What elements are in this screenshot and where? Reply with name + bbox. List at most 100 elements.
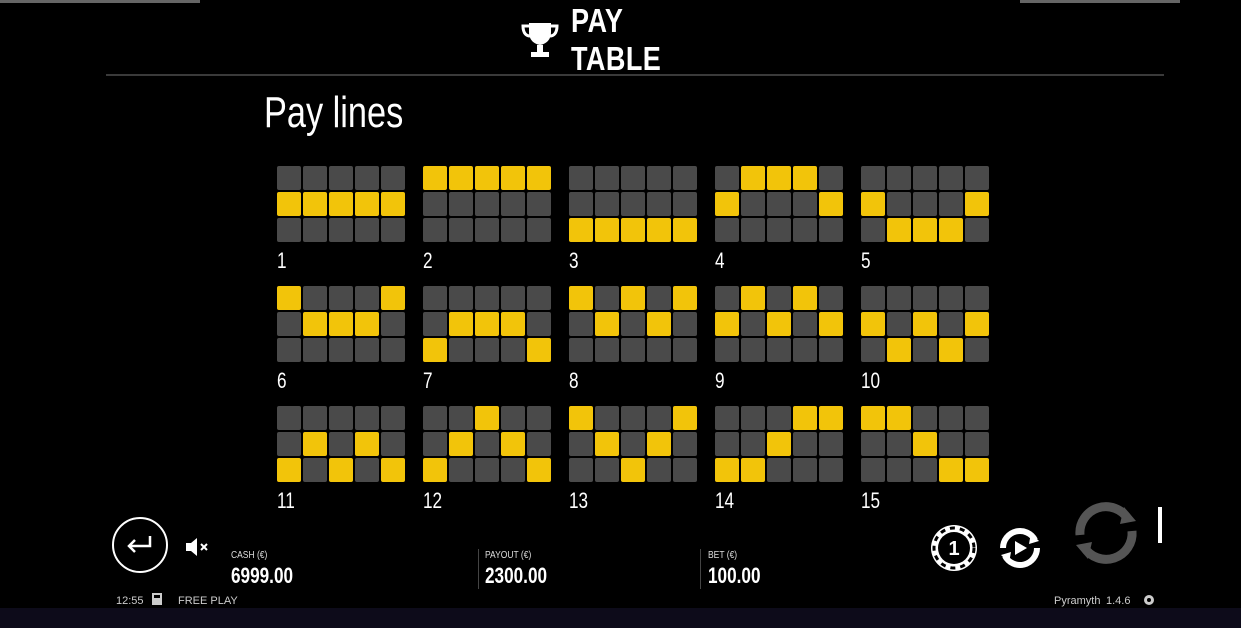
active-cell — [793, 406, 817, 430]
active-cell — [595, 218, 619, 242]
mute-icon[interactable] — [184, 536, 210, 558]
trophy-icon — [520, 23, 559, 57]
inactive-cell — [475, 338, 499, 362]
payline-pattern — [861, 406, 991, 482]
payline-5: 5 — [861, 166, 991, 274]
header-divider — [106, 74, 1164, 76]
inactive-cell — [621, 406, 645, 430]
active-cell — [939, 458, 963, 482]
inactive-cell — [819, 218, 843, 242]
active-cell — [861, 192, 885, 216]
inactive-cell — [595, 286, 619, 310]
payline-pattern — [715, 406, 845, 482]
inactive-cell — [965, 166, 989, 190]
section-title: Pay lines — [264, 88, 404, 137]
payline-number: 15 — [861, 488, 881, 513]
active-cell — [621, 286, 645, 310]
inactive-cell — [277, 338, 301, 362]
inactive-cell — [715, 218, 739, 242]
inactive-cell — [303, 286, 327, 310]
inactive-cell — [861, 458, 885, 482]
inactive-cell — [673, 166, 697, 190]
bet-display: BET (€) 100.00 — [708, 550, 775, 589]
active-cell — [501, 166, 525, 190]
active-cell — [475, 312, 499, 336]
active-cell — [569, 218, 593, 242]
active-cell — [673, 406, 697, 430]
inactive-cell — [793, 338, 817, 362]
active-cell — [527, 166, 551, 190]
payline-number: 4 — [715, 248, 725, 273]
payline-pattern — [569, 166, 699, 242]
active-cell — [329, 192, 353, 216]
inactive-cell — [647, 166, 671, 190]
active-cell — [715, 312, 739, 336]
status-separator — [478, 549, 479, 589]
inactive-cell — [673, 338, 697, 362]
inactive-cell — [277, 218, 301, 242]
active-cell — [527, 338, 551, 362]
payline-number: 12 — [423, 488, 443, 513]
active-cell — [673, 286, 697, 310]
payline-number: 7 — [423, 368, 433, 393]
inactive-cell — [475, 286, 499, 310]
active-cell — [887, 218, 911, 242]
autoplay-icon[interactable] — [995, 523, 1045, 573]
active-cell — [887, 338, 911, 362]
inactive-cell — [381, 312, 405, 336]
active-cell — [595, 432, 619, 456]
payline-number: 2 — [423, 248, 433, 273]
payline-pattern — [569, 406, 699, 482]
inactive-cell — [647, 406, 671, 430]
active-cell — [741, 286, 765, 310]
payline-12: 12 — [423, 406, 553, 514]
payline-8: 8 — [569, 286, 699, 394]
inactive-cell — [423, 406, 447, 430]
inactive-cell — [501, 218, 525, 242]
inactive-cell — [861, 218, 885, 242]
payline-10: 10 — [861, 286, 991, 394]
inactive-cell — [887, 432, 911, 456]
inactive-cell — [715, 286, 739, 310]
inactive-cell — [793, 432, 817, 456]
active-cell — [741, 458, 765, 482]
inactive-cell — [595, 406, 619, 430]
inactive-cell — [355, 458, 379, 482]
cash-value: 6999.00 — [231, 563, 294, 588]
back-button[interactable] — [112, 517, 168, 573]
active-cell — [819, 192, 843, 216]
payline-pattern — [861, 286, 991, 362]
inactive-cell — [887, 192, 911, 216]
payline-pattern — [277, 406, 407, 482]
inactive-cell — [621, 338, 645, 362]
page-title: PAY TABLE — [570, 2, 661, 77]
spin-icon[interactable] — [1070, 497, 1142, 569]
payline-15: 15 — [861, 406, 991, 514]
inactive-cell — [741, 192, 765, 216]
active-cell — [449, 166, 473, 190]
inactive-cell — [887, 458, 911, 482]
inactive-cell — [595, 458, 619, 482]
status-separator — [700, 549, 701, 589]
inactive-cell — [501, 192, 525, 216]
inactive-cell — [527, 406, 551, 430]
inactive-cell — [381, 406, 405, 430]
inactive-cell — [965, 286, 989, 310]
inactive-cell — [673, 458, 697, 482]
payline-number: 10 — [861, 368, 881, 393]
inactive-cell — [569, 312, 593, 336]
payline-pattern — [715, 166, 845, 242]
active-cell — [501, 432, 525, 456]
book-icon[interactable] — [152, 593, 162, 608]
payline-pattern — [277, 286, 407, 362]
payline-1: 1 — [277, 166, 407, 274]
active-cell — [449, 312, 473, 336]
coin-value-icon[interactable]: 1 — [929, 523, 979, 573]
active-cell — [355, 192, 379, 216]
active-cell — [303, 432, 327, 456]
active-cell — [381, 286, 405, 310]
payline-13: 13 — [569, 406, 699, 514]
settings-icon[interactable] — [1143, 594, 1155, 609]
cash-label: CASH (€) — [231, 550, 268, 561]
inactive-cell — [527, 312, 551, 336]
